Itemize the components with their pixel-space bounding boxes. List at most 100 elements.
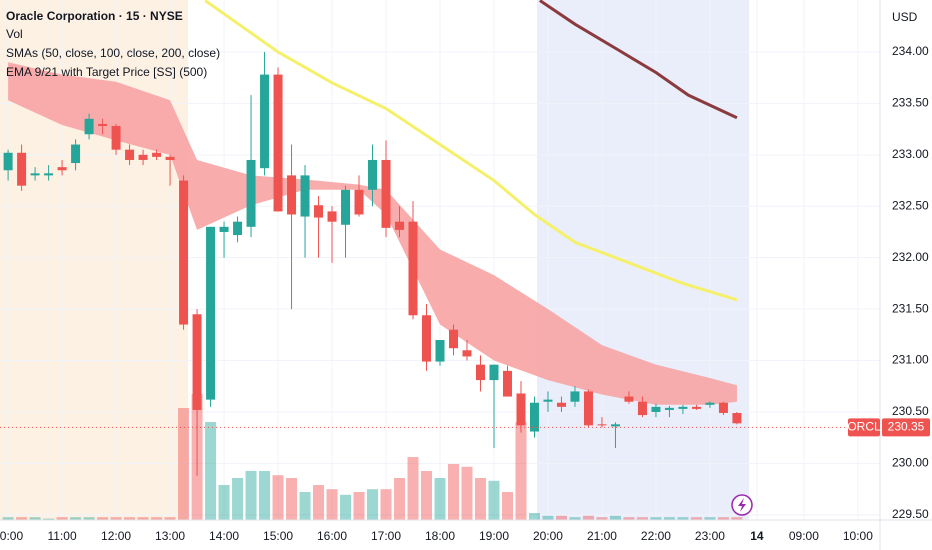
candle-body <box>300 175 310 217</box>
volume-bar <box>97 517 109 520</box>
x-tick-label: 23:00 <box>695 529 725 543</box>
volume-bar <box>542 515 554 520</box>
chart-title: Oracle Corporation · 15 · NYSE <box>6 9 183 23</box>
candle-body <box>44 173 54 176</box>
y-tick-label: 232.00 <box>892 250 929 264</box>
x-tick-label: 10:00 <box>843 529 873 543</box>
axes: 229.50 230.00 230.50 231.00 231.50 232.00 232.… <box>0 44 930 543</box>
candle-body <box>17 152 27 186</box>
candle-body <box>219 226 229 232</box>
candle-body <box>354 189 364 215</box>
volume-bar <box>663 517 675 520</box>
price-label: 230.35 <box>888 420 925 434</box>
indicator: EMA 9/21 with Target Price [SS] (500) <box>6 65 207 79</box>
volume-bar <box>151 517 163 520</box>
ribbon-layer <box>8 62 737 405</box>
candle-body <box>179 180 189 325</box>
volume-bar <box>717 517 729 520</box>
volume-bar <box>704 517 716 520</box>
y-tick-label: 230.00 <box>892 456 929 470</box>
candle-body <box>502 370 512 397</box>
x-tick-label: 22:00 <box>641 529 671 543</box>
candle-body <box>165 156 175 160</box>
candle-body <box>206 226 216 400</box>
volume-bar <box>596 517 608 520</box>
candle-body <box>583 391 593 426</box>
volume-bar <box>407 457 419 520</box>
volume-bar <box>124 517 136 520</box>
candle-body <box>705 402 715 405</box>
y-tick-label: 231.00 <box>892 353 929 367</box>
volume-bar <box>434 478 446 520</box>
volume-bar <box>29 517 41 520</box>
candle-body <box>341 189 351 225</box>
candle-body <box>246 159 256 227</box>
x-tick-label: 21:00 <box>587 529 617 543</box>
lightning-icon <box>731 494 753 516</box>
volume-bar <box>56 517 68 520</box>
volume-bar <box>110 517 122 520</box>
candle-body <box>192 314 202 410</box>
volume-bar <box>299 492 311 520</box>
volume-bar <box>367 489 379 520</box>
candle-body <box>260 74 270 169</box>
volume-bar <box>555 515 567 520</box>
x-tick-label: 09:00 <box>789 529 819 543</box>
indicator: Vol <box>6 27 23 41</box>
volume-bar <box>636 517 648 520</box>
candle-body <box>381 159 391 228</box>
volume-bar <box>447 464 459 520</box>
candle-body <box>422 315 432 362</box>
x-tick-label: 10:00 <box>0 529 23 543</box>
x-tick-label: 11:00 <box>48 529 77 543</box>
ema-ribbon <box>8 62 737 405</box>
volume-bar <box>286 478 298 520</box>
candle-body <box>98 123 108 127</box>
volume-bar <box>326 489 338 520</box>
volume-bar <box>731 517 743 520</box>
candle-layer <box>3 51 742 476</box>
volume-bar <box>232 478 244 520</box>
currency: USD <box>892 10 918 24</box>
volume-bar <box>70 517 82 520</box>
volume-bar <box>178 408 190 520</box>
sma-line <box>539 0 738 120</box>
candle-body <box>395 221 405 230</box>
x-tick-label: 19:00 <box>479 529 509 543</box>
candle-body <box>152 152 162 157</box>
volume-bar <box>205 422 217 520</box>
candle-body <box>71 144 81 164</box>
volume-bar <box>313 485 325 520</box>
candle-body <box>570 391 580 402</box>
volume-bar <box>474 478 486 520</box>
symbol-label: ORCL <box>847 420 881 434</box>
candle-body <box>516 393 526 426</box>
volume-bar <box>461 466 473 520</box>
candle-body <box>664 407 674 410</box>
candle-body <box>678 406 688 409</box>
volume-bar <box>623 517 635 520</box>
candle-body <box>327 211 337 222</box>
symbol-tag <box>848 418 880 437</box>
candle-body <box>597 424 607 426</box>
candle-body <box>475 364 485 381</box>
candle-body <box>462 350 472 357</box>
candle-body <box>691 406 701 409</box>
candle-body <box>651 406 661 412</box>
x-tick-label: 13:00 <box>155 529 185 543</box>
y-tick-label: 232.50 <box>892 198 929 212</box>
indicator: SMAs (50, close, 100, close, 200, close) <box>6 46 220 60</box>
volume-bar <box>380 489 392 520</box>
y-tick-label: 233.00 <box>892 147 929 161</box>
candle-body <box>529 402 539 432</box>
volume-bar <box>272 475 284 520</box>
candle-body <box>543 399 553 402</box>
candle-body <box>30 173 40 176</box>
candle-body <box>125 149 135 160</box>
candle-body <box>368 159 378 190</box>
x-tick-label: 14:00 <box>209 529 239 543</box>
candle-body <box>448 329 458 349</box>
candle-body <box>435 339 445 362</box>
